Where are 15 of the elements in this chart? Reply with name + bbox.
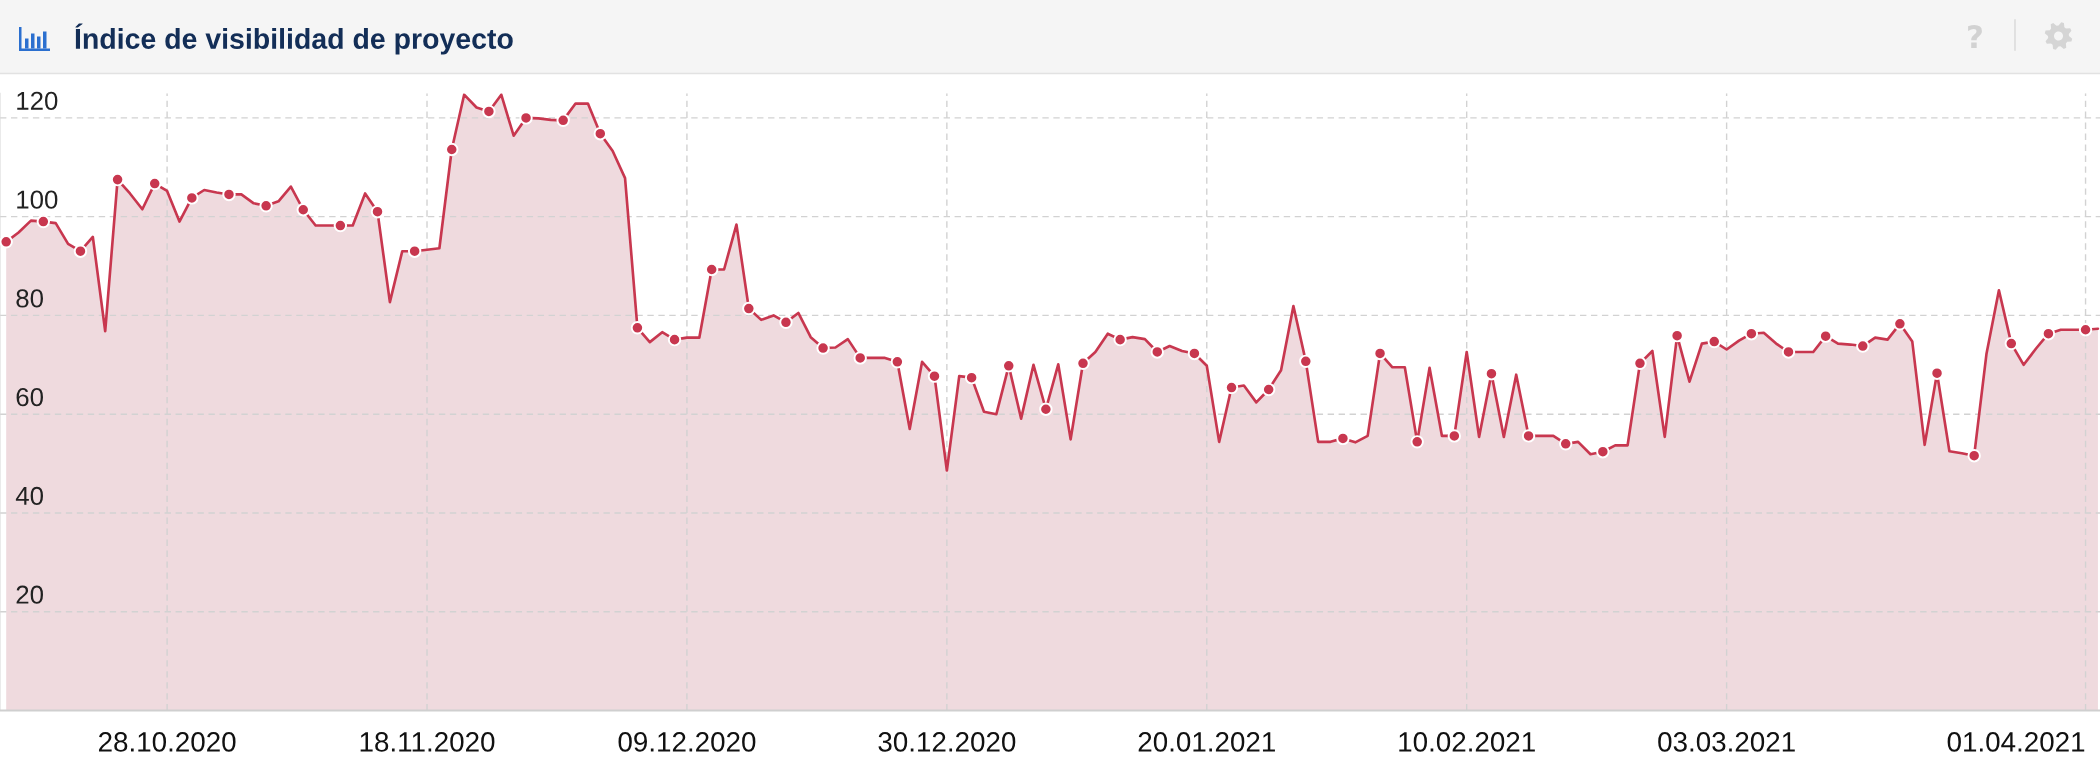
y-tick-label: 60 [16, 388, 43, 407]
x-tick-label: 03.03.2021 [1658, 732, 1795, 752]
x-tick-label: 18.11.2020 [360, 732, 495, 752]
y-tick-label: 80 [16, 289, 43, 308]
chart-title: Índice de visibilidad de proyecto [75, 23, 513, 55]
y-tick-label: 100 [17, 190, 58, 209]
x-tick-label: 10.02.2021 [1399, 732, 1535, 752]
y-tick-label: 20 [16, 585, 43, 604]
x-tick-label: 20.01.2021 [1138, 732, 1275, 752]
y-tick-label: 40 [15, 486, 43, 506]
x-tick-label: 28.10.2020 [98, 732, 236, 752]
x-tick-label: 09.12.2020 [618, 732, 756, 752]
y-tick-label: 120 [17, 91, 58, 111]
x-tick-label: 01.04.2021 [1947, 732, 2085, 752]
x-tick-label: 30.12.2020 [878, 732, 1016, 752]
